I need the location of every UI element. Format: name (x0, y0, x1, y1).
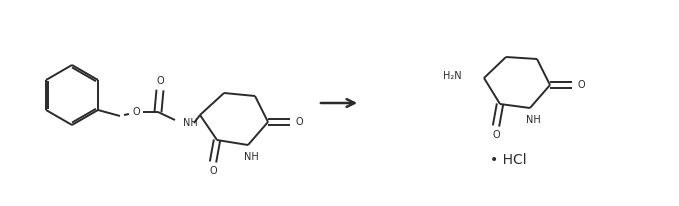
Text: O: O (492, 130, 500, 140)
Text: • HCl: • HCl (490, 153, 527, 167)
Text: O: O (577, 80, 585, 90)
Text: NH: NH (526, 115, 540, 125)
Text: O: O (209, 166, 217, 176)
Text: H₂N: H₂N (443, 71, 462, 81)
Text: O: O (132, 107, 140, 117)
Text: NH: NH (183, 118, 198, 128)
Text: O: O (156, 76, 164, 86)
Text: O: O (295, 117, 303, 127)
Text: NH: NH (244, 152, 259, 162)
